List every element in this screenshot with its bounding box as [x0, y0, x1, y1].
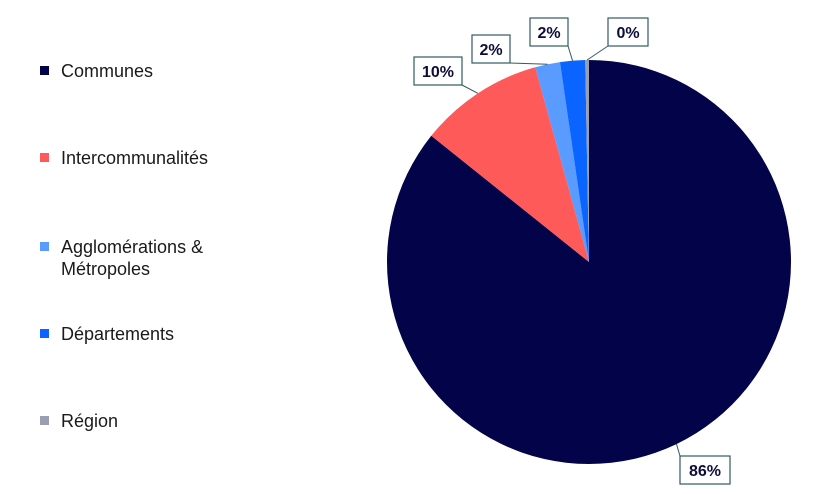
leader-line-departements: [567, 45, 574, 61]
chart-legend: Communes Intercommunalités Agglomération…: [0, 0, 300, 494]
legend-item-intercommunalites: Intercommunalités: [40, 147, 261, 169]
legend-label-departements: Départements: [61, 324, 175, 344]
legend-swatch-agglomerations: [40, 242, 49, 251]
data-label-box-intercommunalites: [413, 56, 463, 86]
data-label-box-communes: [679, 455, 731, 485]
legend-label-intercommunalites: Intercommunalités: [61, 148, 209, 168]
leader-line-agglomerations: [509, 62, 548, 65]
legend-swatch-intercommunalites: [40, 153, 49, 162]
data-label-agglomerations: 2%: [479, 42, 502, 59]
legend-label-region: Région: [61, 411, 119, 431]
leader-line-intercommunalites: [461, 84, 479, 94]
data-label-box-region: [607, 17, 649, 47]
data-label-communes: 86%: [689, 463, 721, 480]
legend-swatch-communes: [40, 66, 49, 75]
pie-slice-region: [585, 60, 589, 262]
data-label-region: 0%: [616, 25, 639, 42]
data-label-box-agglomerations: [471, 34, 511, 64]
data-label-box-departements: [529, 17, 569, 47]
legend-swatch-departements: [40, 329, 49, 338]
data-label-departements: 2%: [537, 25, 560, 42]
legend-item-departements: Départements: [40, 323, 261, 345]
pie-slices: [387, 60, 791, 464]
legend-item-agglomerations: Agglomérations & Métropoles: [40, 236, 246, 280]
legend-item-region: Région: [40, 410, 261, 432]
pie-slice-departements: [559, 60, 589, 262]
legend-item-communes: Communes: [40, 60, 261, 82]
leader-line-communes: [676, 443, 681, 457]
legend-label-communes: Communes: [61, 61, 154, 81]
data-label-intercommunalites: 10%: [422, 64, 454, 81]
legend-label-agglomerations: Agglomérations & Métropoles: [61, 237, 204, 279]
leader-line-region: [586, 45, 609, 61]
pie-slice-intercommunalites: [431, 67, 589, 263]
legend-swatch-region: [40, 416, 49, 425]
data-labels: 86% 10% 2% 2% 0%: [413, 17, 731, 485]
leader-lines: [461, 45, 681, 457]
pie-slice-agglomerations: [535, 62, 589, 263]
